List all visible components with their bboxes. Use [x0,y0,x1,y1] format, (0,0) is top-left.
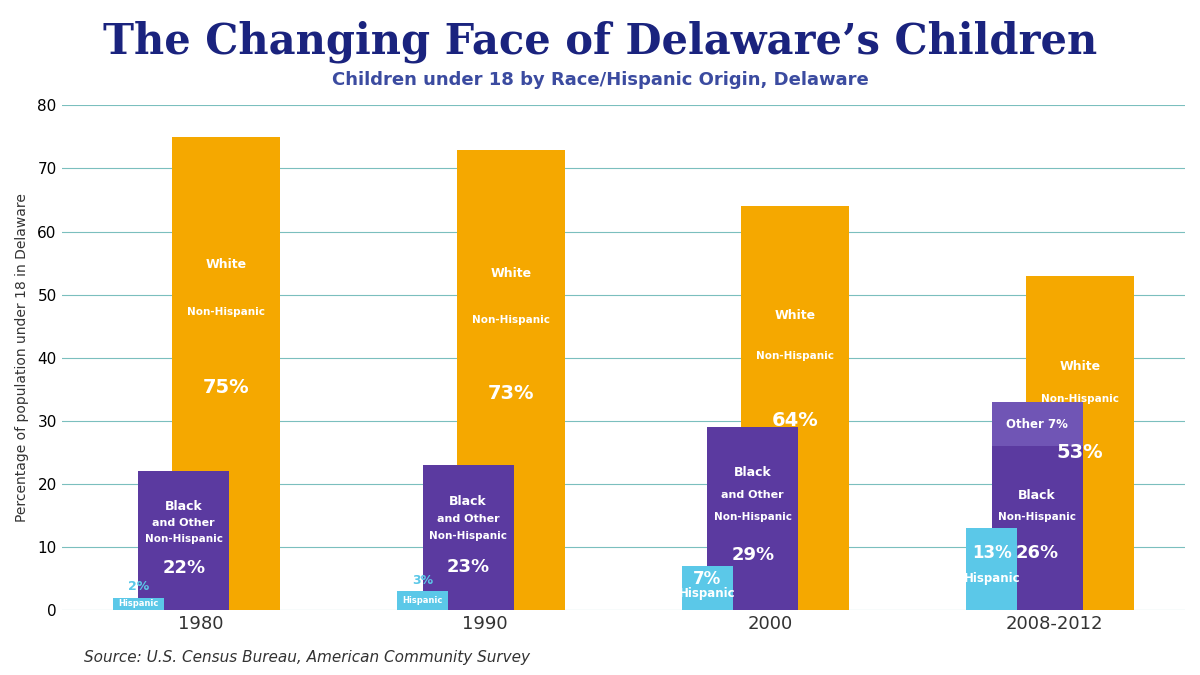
Text: White: White [775,309,816,322]
Text: Hispanic: Hispanic [402,596,443,605]
Text: 29%: 29% [731,546,774,564]
Text: White: White [206,259,247,271]
Text: 22%: 22% [162,560,205,578]
Bar [991,446,1082,610]
Text: and Other: and Other [721,490,784,500]
Text: 7%: 7% [694,570,721,588]
Bar [422,465,514,610]
Text: 53%: 53% [1056,443,1103,462]
Text: Non-Hispanic: Non-Hispanic [1040,394,1118,404]
Text: The Changing Face of Delaware’s Children: The Changing Face of Delaware’s Children [103,20,1097,63]
Text: 13%: 13% [972,544,1012,562]
Text: Non-Hispanic: Non-Hispanic [472,315,550,325]
Bar [113,597,164,610]
Bar [173,137,281,610]
Text: Non-Hispanic: Non-Hispanic [145,535,223,544]
Text: 26%: 26% [1015,544,1058,562]
Text: 75%: 75% [203,378,250,397]
Text: 64%: 64% [772,411,818,430]
Text: and Other: and Other [437,514,499,524]
Bar [457,150,565,610]
Text: Source: U.S. Census Bureau, American Community Survey: Source: U.S. Census Bureau, American Com… [84,650,530,665]
Text: 73%: 73% [487,384,534,403]
Bar [138,471,229,610]
Text: Hispanic: Hispanic [679,587,736,600]
Bar [707,427,798,610]
Text: Non-Hispanic: Non-Hispanic [714,512,792,522]
Text: Non-Hispanic: Non-Hispanic [998,512,1076,522]
Text: 23%: 23% [446,558,490,576]
Bar [742,207,850,610]
Text: Black: Black [164,500,203,512]
Bar [397,591,449,610]
Text: Black: Black [734,466,772,479]
Text: Children under 18 by Race/Hispanic Origin, Delaware: Children under 18 by Race/Hispanic Origi… [331,71,869,89]
Text: and Other: and Other [152,518,215,528]
Text: Non-Hispanic: Non-Hispanic [756,351,834,360]
Bar [966,528,1018,610]
Text: White: White [491,267,532,280]
Text: Hispanic: Hispanic [964,572,1020,585]
Bar [991,402,1082,610]
Text: Other 7%: Other 7% [1007,418,1068,431]
Text: Black: Black [449,495,487,508]
Y-axis label: Percentage of population under 18 in Delaware: Percentage of population under 18 in Del… [16,193,29,522]
Text: White: White [1060,360,1100,373]
Text: Non-Hispanic: Non-Hispanic [430,531,508,541]
Text: Black: Black [1019,489,1056,502]
Text: Non-Hispanic: Non-Hispanic [187,307,265,317]
Text: 2%: 2% [127,580,149,593]
Text: Hispanic: Hispanic [118,599,158,608]
Bar [1026,275,1134,610]
Text: 3%: 3% [412,574,433,587]
Bar [682,566,733,610]
